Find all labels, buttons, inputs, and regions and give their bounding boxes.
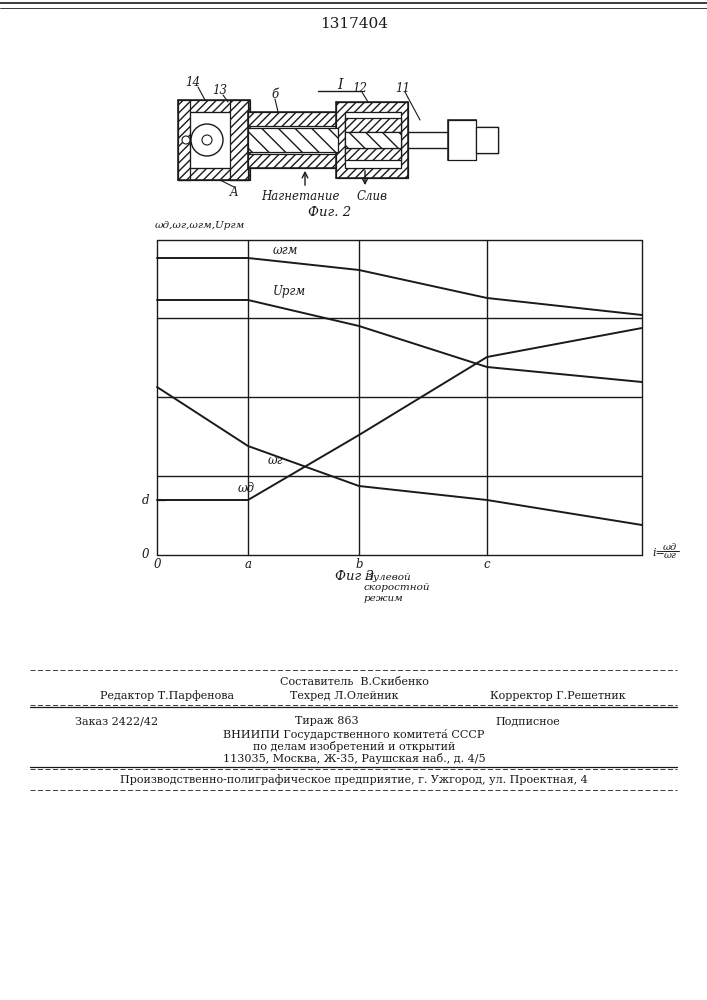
Text: a: a: [245, 558, 252, 570]
Text: Составитель  В.Скибенко: Составитель В.Скибенко: [279, 677, 428, 687]
Bar: [345, 118, 401, 132]
Text: Слив: Слив: [356, 190, 387, 204]
Text: Нагнетание: Нагнетание: [261, 190, 339, 204]
Bar: [178, 100, 250, 112]
Bar: [336, 102, 408, 178]
Text: Подписное: Подписное: [495, 716, 560, 726]
Circle shape: [182, 136, 190, 144]
Text: б: б: [271, 89, 279, 102]
Text: d: d: [141, 493, 149, 506]
Text: i=: i=: [652, 548, 665, 558]
Bar: [230, 100, 248, 180]
Text: Производственно-полиграфическое предприятие, г. Ужгород, ул. Проектная, 4: Производственно-полиграфическое предприя…: [120, 775, 588, 785]
Text: 0: 0: [141, 548, 149, 562]
Bar: [248, 128, 338, 152]
Text: 113035, Москва, Ж-35, Раушская наб., д. 4/5: 113035, Москва, Ж-35, Раушская наб., д. …: [223, 752, 485, 764]
Bar: [248, 112, 338, 126]
Text: ωд: ωд: [238, 482, 255, 494]
Text: Корректор Г.Решетник: Корректор Г.Решетник: [490, 691, 626, 701]
Bar: [345, 132, 401, 148]
Bar: [345, 148, 401, 160]
Text: Нулевой
скоростной
режим: Нулевой скоростной режим: [364, 573, 431, 603]
Text: Заказ 2422/42: Заказ 2422/42: [75, 716, 158, 726]
Text: Фиг 3: Фиг 3: [334, 570, 373, 584]
Circle shape: [191, 124, 223, 156]
Text: ωд,ωг,ωгм,Uргм: ωд,ωг,ωгм,Uргм: [155, 222, 245, 231]
Text: 14: 14: [185, 76, 201, 89]
Text: Редактор Т.Парфенова: Редактор Т.Парфенова: [100, 691, 234, 701]
Text: c: c: [484, 558, 491, 570]
Text: по делам изобретений и открытий: по делам изобретений и открытий: [253, 740, 455, 752]
Bar: [345, 112, 401, 168]
Text: ωг: ωг: [268, 454, 284, 466]
Text: A: A: [230, 186, 238, 198]
Text: ωгм: ωгм: [273, 243, 298, 256]
Text: Тираж 863: Тираж 863: [295, 716, 358, 726]
Text: Техред Л.Олейник: Техред Л.Олейник: [290, 691, 399, 701]
Bar: [178, 100, 190, 180]
Text: 13: 13: [213, 84, 228, 97]
Text: Фиг. 2: Фиг. 2: [308, 207, 351, 220]
Bar: [248, 154, 338, 168]
Text: 1317404: 1317404: [320, 17, 388, 31]
Bar: [476, 127, 498, 153]
Text: 12: 12: [353, 82, 368, 95]
Bar: [178, 168, 250, 180]
Text: b: b: [355, 558, 363, 570]
Text: ωд: ωд: [663, 544, 677, 552]
Bar: [448, 120, 476, 160]
Text: ωг: ωг: [664, 552, 677, 560]
Text: Uргм: Uргм: [273, 286, 306, 298]
Text: I: I: [337, 78, 343, 92]
Text: 11: 11: [395, 82, 411, 95]
Circle shape: [202, 135, 212, 145]
Text: 0: 0: [153, 558, 160, 570]
Text: ВНИИПИ Государственного комитета́ СССР: ВНИИПИ Государственного комитета́ СССР: [223, 728, 485, 740]
